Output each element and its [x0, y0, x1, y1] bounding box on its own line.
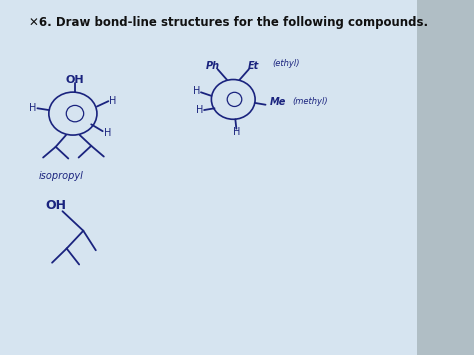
Text: isopropyl: isopropyl: [39, 171, 84, 181]
Text: ✕6. Draw bond-line structures for the following compounds.: ✕6. Draw bond-line structures for the fo…: [29, 16, 428, 29]
Text: OH: OH: [66, 75, 84, 86]
Text: H: H: [233, 127, 240, 137]
Text: Et: Et: [247, 61, 259, 71]
Text: Me: Me: [270, 97, 286, 107]
Text: H: H: [109, 96, 117, 106]
Text: (ethyl): (ethyl): [273, 59, 301, 67]
Text: H: H: [193, 86, 201, 95]
Text: (methyl): (methyl): [292, 97, 328, 106]
Text: OH: OH: [46, 200, 67, 212]
Text: H: H: [103, 128, 111, 138]
Text: H: H: [196, 105, 204, 115]
FancyBboxPatch shape: [0, 0, 417, 355]
Text: Ph: Ph: [205, 61, 219, 71]
Text: H: H: [29, 103, 36, 113]
